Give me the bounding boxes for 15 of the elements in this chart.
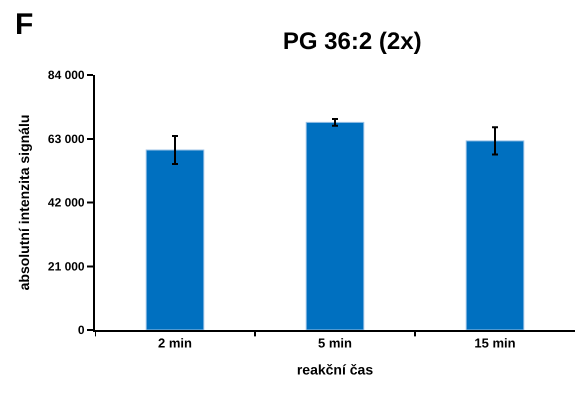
- y-tick-label: 63 000: [48, 132, 85, 146]
- text: F: [15, 8, 34, 41]
- x-tick-label: 2 min: [158, 336, 192, 351]
- y-tick-label: 84 000: [48, 68, 85, 82]
- bar: [146, 149, 204, 330]
- y-axis-title: absolutní intenzita signálu: [16, 114, 32, 290]
- bar: [466, 140, 524, 330]
- x-axis-title: reakční čas: [296, 361, 374, 378]
- bar: [306, 122, 364, 330]
- x-tick-label: 5 min: [318, 336, 352, 351]
- chart-title: PG 36:2 (2x): [282, 28, 422, 55]
- y-tick-label: 21 000: [48, 259, 85, 274]
- x-tick-label: 15 min: [474, 336, 516, 351]
- y-tick-label: 0: [78, 323, 85, 338]
- y-tick-label: 42 000: [48, 196, 85, 210]
